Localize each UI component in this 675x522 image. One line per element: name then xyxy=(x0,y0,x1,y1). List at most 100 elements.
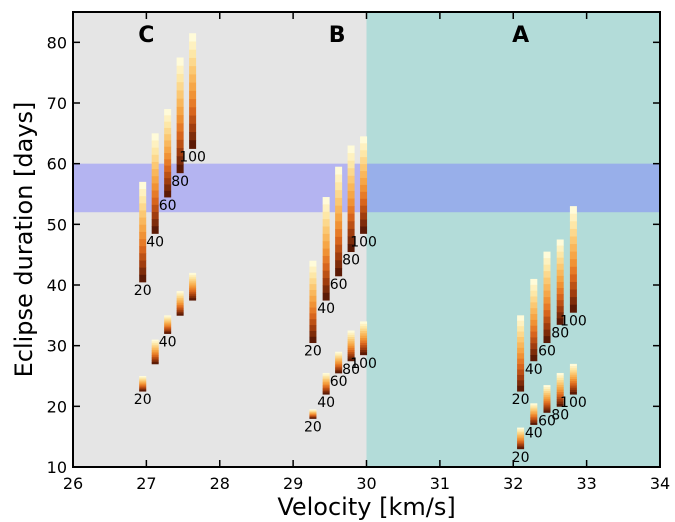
duration-bar-segment xyxy=(569,370,577,373)
duration-bar-segment xyxy=(176,115,184,124)
duration-bar-segment xyxy=(164,178,172,185)
duration-bar-segment xyxy=(347,244,355,253)
bar-label: 40 xyxy=(159,335,177,351)
duration-bar-segment xyxy=(309,266,317,273)
duration-bar-segment xyxy=(543,271,551,279)
duration-bar-segment xyxy=(335,357,343,360)
y-tick-label: 10 xyxy=(47,458,67,477)
duration-bar-segment xyxy=(322,226,330,235)
duration-bar-segment xyxy=(309,413,317,415)
duration-bar-segment xyxy=(335,371,343,374)
duration-bar-segment xyxy=(176,148,184,157)
duration-bar-segment xyxy=(309,415,317,417)
duration-bar-segment xyxy=(151,360,159,363)
duration-bar-segment xyxy=(335,365,343,368)
duration-bar-segment xyxy=(569,366,577,369)
duration-bar-segment xyxy=(309,413,317,415)
duration-bar-segment xyxy=(556,372,564,376)
duration-bar-segment xyxy=(164,320,172,323)
duration-bar-segment xyxy=(189,298,197,301)
duration-bar-segment xyxy=(309,313,317,320)
duration-bar-segment xyxy=(556,401,564,405)
duration-bar-segment xyxy=(309,417,317,419)
duration-bar-segment xyxy=(335,362,343,365)
duration-bar-segment xyxy=(322,248,330,257)
duration-bar-segment xyxy=(517,337,525,343)
duration-bar-segment xyxy=(335,354,343,357)
duration-bar-segment xyxy=(347,228,355,237)
duration-bar-segment xyxy=(176,98,184,108)
duration-bar-segment xyxy=(517,342,525,349)
duration-bar-segment xyxy=(139,217,147,226)
duration-bar-segment xyxy=(309,417,317,419)
bar-label: 20 xyxy=(304,419,322,435)
duration-bar-segment xyxy=(176,311,184,314)
duration-bar-segment xyxy=(139,246,147,254)
duration-bar-segment xyxy=(517,427,525,430)
duration-bar-segment xyxy=(530,349,538,356)
velocity-regions xyxy=(73,12,660,467)
duration-bar-segment xyxy=(309,295,317,303)
duration-bar-segment xyxy=(335,229,343,238)
duration-bar-segment xyxy=(360,345,368,349)
bar-label: 20 xyxy=(512,392,530,408)
duration-bar-segment xyxy=(309,260,317,267)
duration-bar-segment xyxy=(139,377,147,379)
duration-bar-segment xyxy=(151,339,159,342)
duration-bar-segment xyxy=(347,350,355,353)
duration-bar-segment xyxy=(164,140,172,148)
duration-bar-segment xyxy=(530,319,538,327)
x-tick-label: 31 xyxy=(430,474,450,493)
duration-bar-segment xyxy=(556,269,564,277)
duration-bar-segment xyxy=(139,382,147,384)
duration-bar-segment xyxy=(176,294,184,297)
duration-bar-segment xyxy=(151,169,159,177)
duration-bar-segment xyxy=(164,159,172,167)
duration-bar-segment xyxy=(517,364,525,370)
duration-bar-segment xyxy=(556,257,564,265)
duration-bar-segment xyxy=(139,196,147,204)
x-tick-label: 28 xyxy=(210,474,230,493)
duration-bar-segment xyxy=(176,123,184,132)
duration-bar-segment xyxy=(556,251,564,259)
duration-bar-segment xyxy=(543,264,551,272)
duration-bar-segment xyxy=(360,136,368,144)
duration-bar-segment xyxy=(139,380,147,382)
duration-bar-segment xyxy=(517,353,525,360)
duration-bar-segment xyxy=(189,276,197,280)
duration-bar-segment xyxy=(569,274,577,283)
duration-bar-segment xyxy=(569,236,577,245)
duration-bar-segment xyxy=(151,226,159,234)
duration-bar-segment xyxy=(151,358,159,361)
duration-bar-segment xyxy=(517,331,525,338)
bar-label: 80 xyxy=(171,174,189,190)
duration-bar-segment xyxy=(335,360,343,363)
bar-label: 100 xyxy=(350,356,377,372)
duration-bar-segment xyxy=(556,377,564,381)
duration-bar-segment xyxy=(530,403,538,406)
duration-bar-segment xyxy=(517,385,525,392)
duration-bar-segment xyxy=(360,184,368,193)
duration-bar-segment xyxy=(347,352,355,355)
duration-bar-segment xyxy=(556,384,564,388)
duration-bar-segment xyxy=(322,377,330,380)
duration-bar-segment xyxy=(139,231,147,240)
duration-bar-segment xyxy=(569,385,577,389)
duration-bar-segment xyxy=(569,392,577,395)
duration-bar-segment xyxy=(569,363,577,367)
duration-bar-segment xyxy=(335,260,343,269)
duration-bar-segment xyxy=(569,376,577,380)
duration-bar-segment xyxy=(347,334,355,338)
duration-bar-segment xyxy=(309,411,317,414)
duration-bar-segment xyxy=(556,380,564,383)
duration-bar-segment xyxy=(189,74,197,84)
duration-bar-segment xyxy=(530,325,538,332)
duration-bar-segment xyxy=(189,132,197,141)
duration-bar-segment xyxy=(189,286,197,289)
duration-bar-segment xyxy=(360,340,368,344)
y-tick-label: 80 xyxy=(47,33,67,52)
duration-bar-segment xyxy=(335,221,343,230)
duration-bar-segment xyxy=(517,445,525,448)
region-label: C xyxy=(138,23,154,48)
duration-bar-segment xyxy=(347,145,355,154)
